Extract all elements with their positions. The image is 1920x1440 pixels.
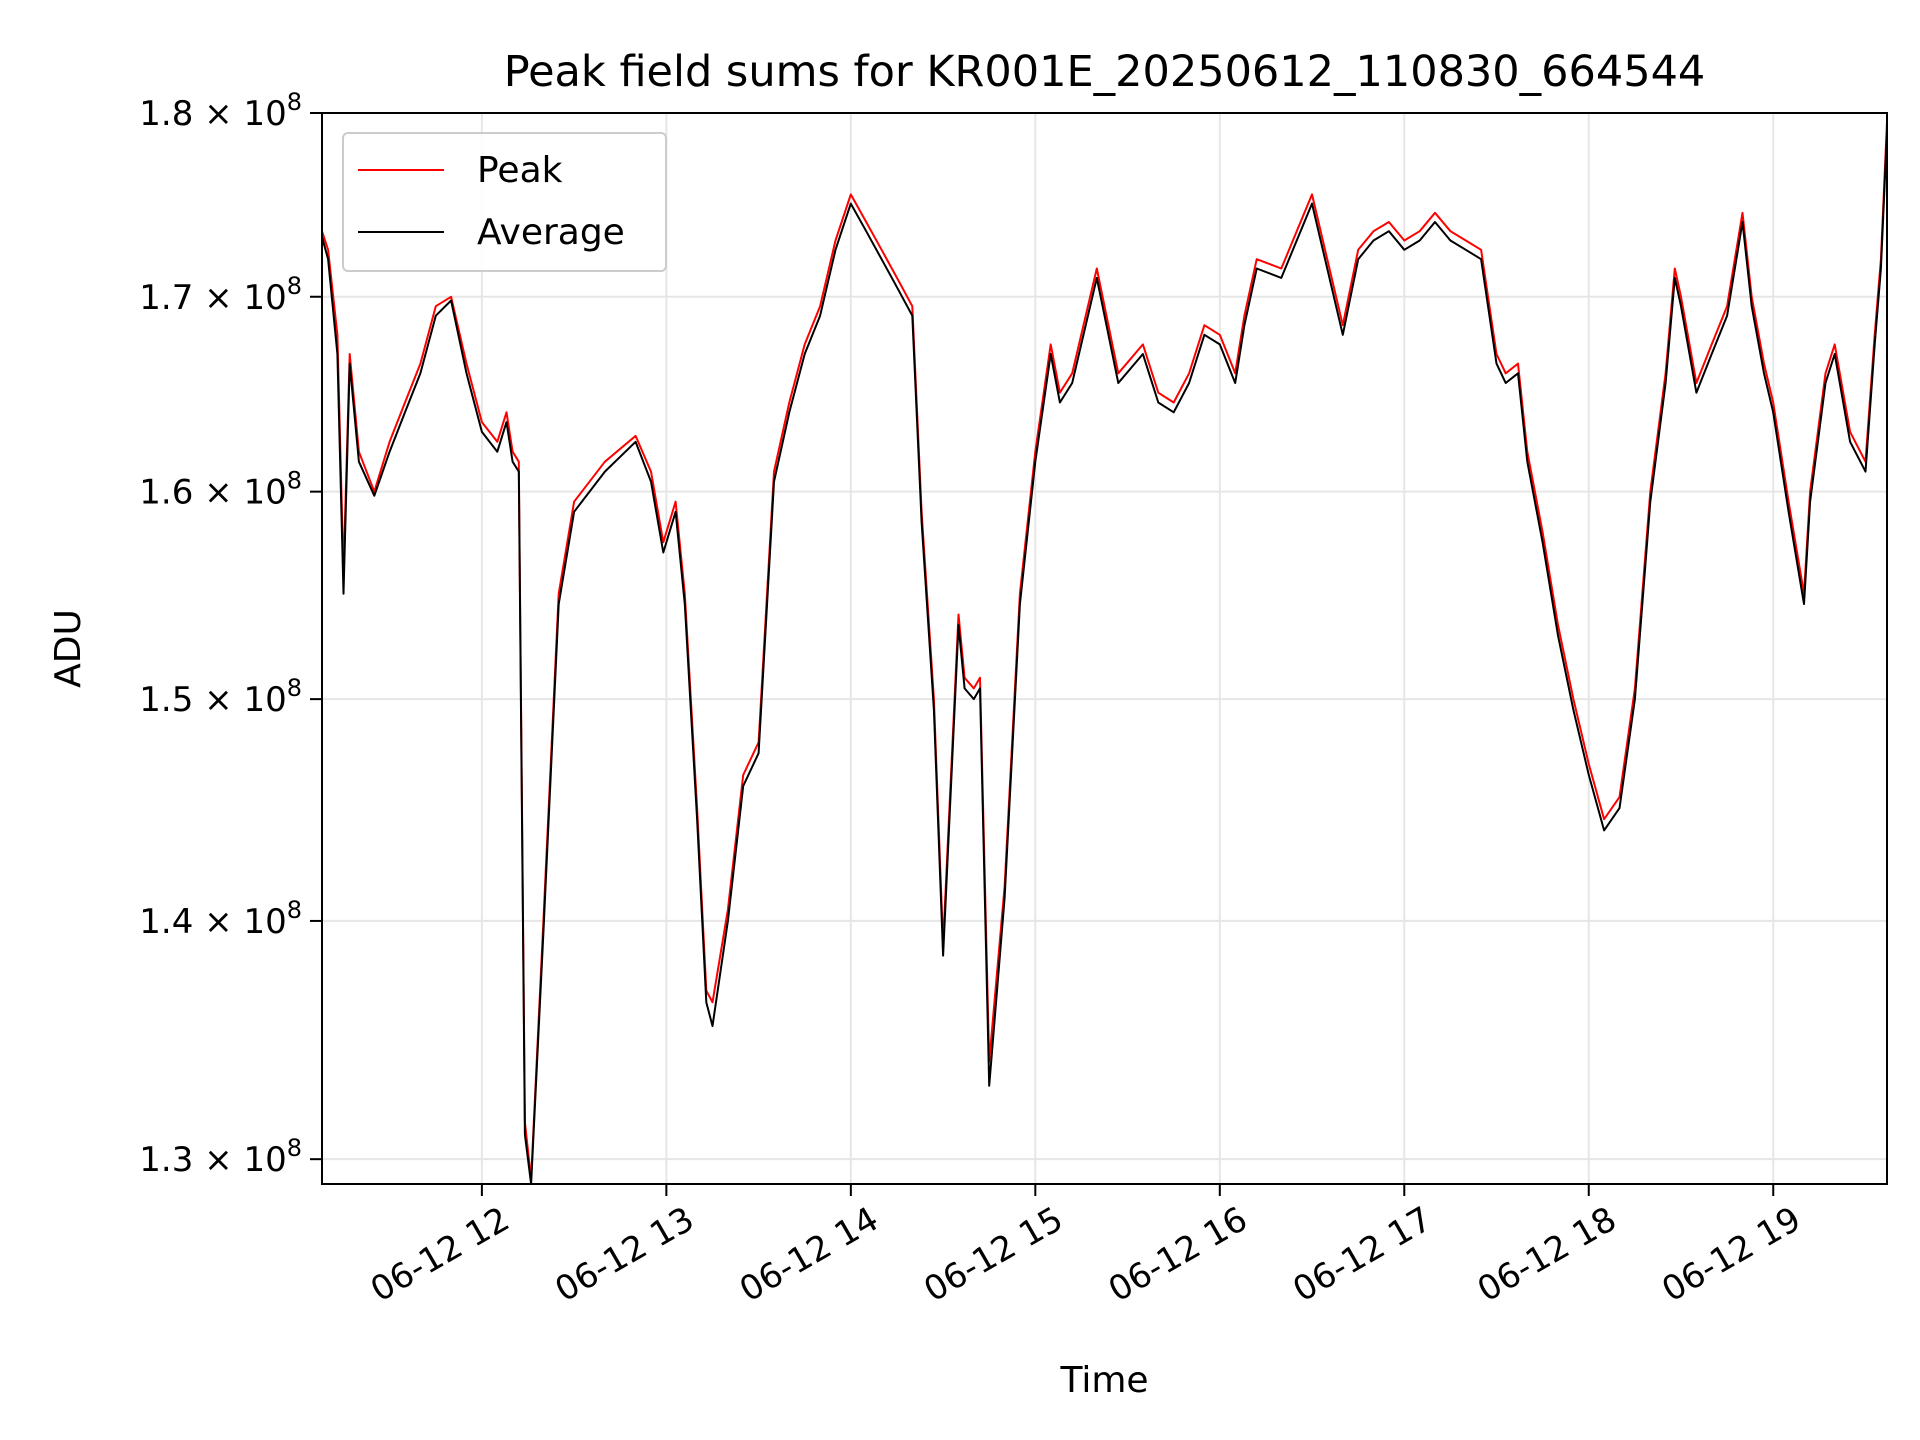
series-lines — [321, 121, 1888, 1185]
series-line-average — [321, 130, 1888, 1185]
y-tick-label: 1.5 × 108 — [139, 674, 302, 720]
legend-box — [342, 132, 667, 272]
legend: Peak Average — [342, 132, 667, 272]
y-tick-label: 1.4 × 108 — [139, 896, 302, 942]
x-axis-title: Time — [1059, 1360, 1148, 1401]
y-axis-title: ADU — [48, 609, 89, 688]
y-tick-label: 1.8 × 108 — [139, 88, 302, 134]
y-tick-label: 1.6 × 108 — [139, 467, 302, 513]
y-tick-label: 1.7 × 108 — [139, 272, 302, 318]
y-tick-label: 1.3 × 108 — [139, 1134, 302, 1180]
plot-frame — [321, 112, 1888, 1185]
legend-label-peak: Peak — [477, 150, 563, 191]
chart-title: Peak field sums for KR001E_20250612_1108… — [504, 47, 1706, 97]
legend-label-average: Average — [477, 212, 625, 253]
